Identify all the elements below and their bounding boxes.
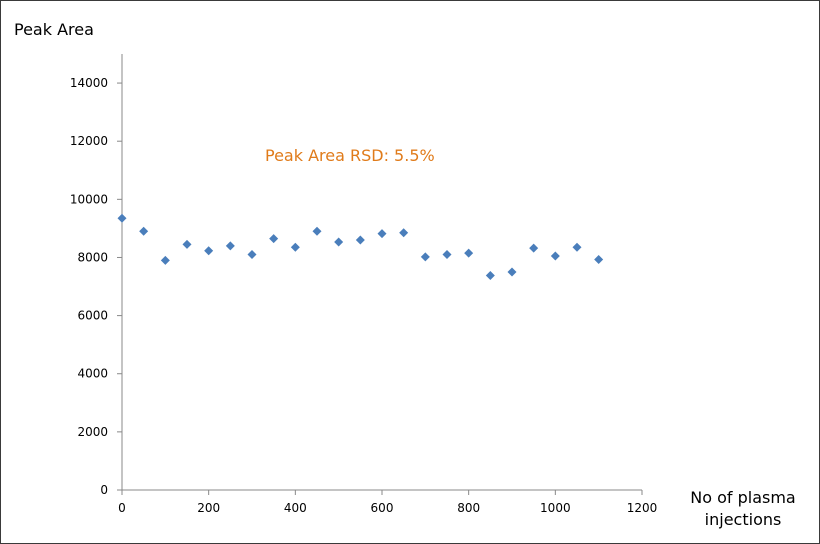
y-tick-label: 8000 [77,250,108,264]
data-point [464,248,474,258]
y-tick-label: 6000 [77,309,108,323]
data-point [442,250,452,260]
data-point [377,229,387,239]
data-point [594,255,604,265]
y-tick-label: 2000 [77,425,108,439]
data-point [247,250,257,260]
y-tick-label: 14000 [70,76,108,90]
x-tick-label: 1200 [627,501,658,515]
rsd-annotation: Peak Area RSD: 5.5% [265,146,435,165]
x-tick-label: 800 [457,501,480,515]
data-point [312,226,322,236]
data-point [225,241,235,251]
x-tick-label: 200 [197,501,220,515]
data-point [139,226,149,236]
x-tick-label: 0 [118,501,126,515]
x-axis-label: No of plasma injections [668,487,818,531]
y-tick-label: 10000 [70,192,108,206]
data-point [269,234,279,244]
data-points [117,213,604,280]
y-tick-label: 12000 [70,134,108,148]
data-point [160,255,170,265]
data-point [420,252,430,262]
x-tick-label: 400 [284,501,307,515]
y-tick-label: 4000 [77,367,108,381]
data-point [485,270,495,280]
data-point [117,213,127,223]
data-point [572,242,582,252]
data-point [399,228,409,238]
data-point [550,251,560,261]
data-point [334,237,344,247]
x-axis-label-line-2: injections [704,510,782,529]
y-axis-ticks: 0 2000 4000 6000 8000 10000 12000 14000 [70,76,122,497]
x-tick-label: 1000 [540,501,571,515]
data-point [529,243,539,253]
data-point [204,246,214,256]
y-tick-label: 0 [100,483,108,497]
data-point [507,267,517,277]
x-axis-ticks: 0 200 400 600 800 1000 1200 [118,490,657,515]
data-point [182,239,192,249]
x-axis-label-line-1: No of plasma [690,488,796,507]
data-point [290,242,300,252]
y-axis-label: Peak Area [14,20,94,39]
x-tick-label: 600 [371,501,394,515]
data-point [355,235,365,245]
